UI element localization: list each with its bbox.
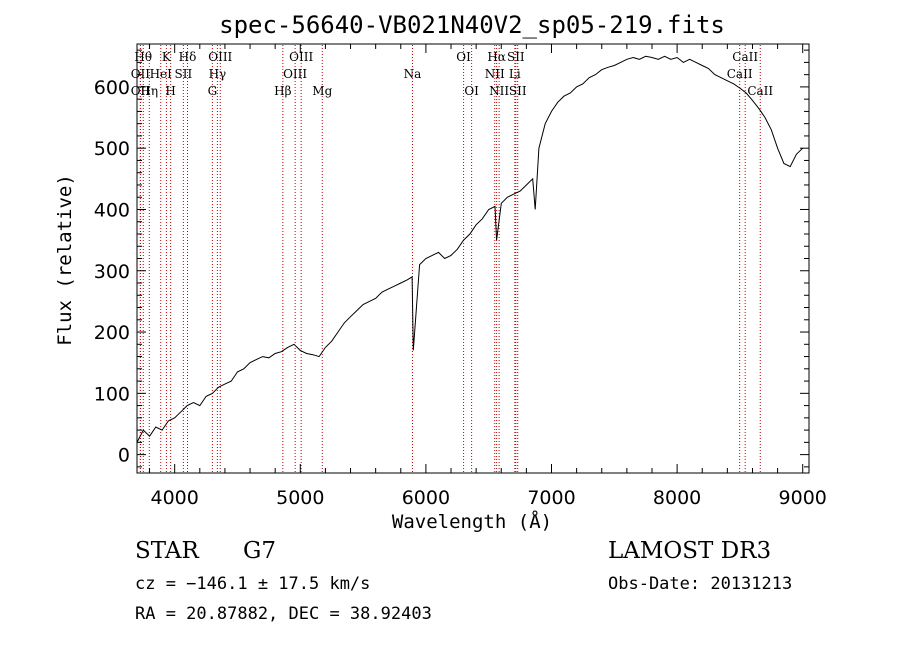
chart-title: spec-56640-VB021N40V2_sp05-219.fits: [219, 11, 725, 39]
redshift-cz: cz = −146.1 ± 17.5 km/s: [135, 574, 371, 594]
reference-line-label: Hγ: [209, 67, 227, 81]
reference-line-label: H: [165, 84, 175, 98]
x-tick-label: 8000: [653, 487, 701, 509]
reference-line-label: CaII: [727, 67, 753, 81]
reference-line-label: Li: [509, 67, 521, 81]
x-axis-label: Wavelength (Å): [392, 510, 552, 533]
reference-line-label: OI: [456, 50, 471, 64]
reference-line-label: SII: [174, 67, 192, 81]
y-tick-label: 600: [94, 77, 130, 99]
reference-line-label: Na: [404, 67, 422, 81]
y-axis-label: Flux (relative): [54, 174, 76, 346]
reference-line-label: OII: [131, 67, 151, 81]
y-tick-label: 0: [118, 445, 130, 467]
reference-line-label: OIII: [283, 67, 307, 81]
survey-name: LAMOST DR3: [608, 538, 772, 564]
reference-line-label: CaII: [732, 50, 758, 64]
reference-line-label: HeI: [150, 67, 173, 81]
object-class: STAR: [135, 538, 199, 564]
coordinates: RA = 20.87882, DEC = 38.92403: [135, 604, 432, 624]
reference-line-label: SII: [509, 84, 527, 98]
x-tick-label: 6000: [402, 487, 450, 509]
reference-line-label: Hδ: [179, 50, 197, 64]
y-tick-label: 500: [94, 138, 130, 160]
x-axis-ticks: 4000 5000 6000 7000 8000 9000: [149, 44, 827, 509]
reference-line-label: Hη: [140, 84, 158, 98]
object-subclass: G7: [243, 538, 277, 564]
x-tick-label: 7000: [527, 487, 575, 509]
reference-line-label: NII: [485, 67, 505, 81]
reference-line-label: OIII: [208, 50, 232, 64]
observation-date: Obs-Date: 20131213: [608, 574, 793, 594]
reference-line-label: Hα: [487, 50, 506, 64]
x-tick-label: 9000: [779, 487, 827, 509]
reference-line-label: Hβ: [274, 84, 291, 98]
y-axis-ticks: 0 100 200 300 400 500 600: [94, 49, 809, 468]
reference-line-label: SII: [507, 50, 525, 64]
reference-line-label: CaII: [747, 84, 773, 98]
reference-lines: [139, 45, 761, 472]
reference-line-label: OII: [131, 84, 151, 98]
reference-line-label: K: [162, 50, 172, 64]
x-tick-label: 4000: [151, 487, 199, 509]
y-tick-label: 200: [94, 322, 130, 344]
spectrum-line: [136, 55, 804, 443]
reference-line-label: OI: [464, 84, 479, 98]
reference-line-labels: HθOIIOIIHηHeIKHSIIHδGHγOIIIHβOIIIOIIIMgN…: [131, 50, 774, 98]
reference-line-label: Hθ: [134, 50, 152, 64]
x-tick-label: 5000: [276, 487, 324, 509]
reference-line-label: NII: [489, 84, 509, 98]
reference-line-label: OIII: [289, 50, 313, 64]
reference-line-label: G: [208, 84, 218, 98]
y-tick-label: 400: [94, 199, 130, 221]
y-tick-label: 100: [94, 383, 130, 405]
plot-frame: [136, 43, 810, 474]
y-tick-label: 300: [94, 261, 130, 283]
reference-line-label: Mg: [312, 84, 332, 98]
